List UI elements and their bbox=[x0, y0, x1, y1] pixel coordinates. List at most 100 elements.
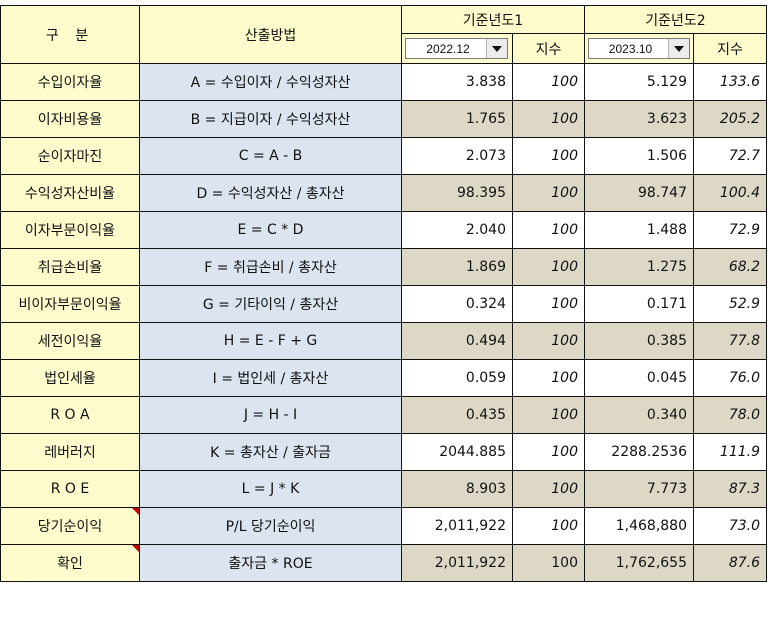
base1-index[interactable]: 100 bbox=[512, 285, 585, 323]
base2-value-text: 1.506 bbox=[646, 148, 687, 164]
row-formula[interactable]: A = 수입이자 / 수익성자산 bbox=[139, 63, 402, 101]
period1-dropdown[interactable]: 2022.12 bbox=[405, 38, 508, 59]
row-label[interactable]: 법인세율 bbox=[0, 359, 140, 397]
base1-index[interactable]: 100 bbox=[512, 100, 585, 138]
base2-index[interactable]: 77.8 bbox=[693, 322, 767, 360]
base2-value[interactable]: 0.171 bbox=[584, 285, 694, 323]
base1-value[interactable]: 0.435 bbox=[401, 396, 513, 434]
base1-value[interactable]: 8.903 bbox=[401, 470, 513, 508]
base2-value-text: 1.275 bbox=[646, 259, 687, 275]
index1-header: 지수 bbox=[512, 33, 585, 64]
base1-value[interactable]: 2.073 bbox=[401, 137, 513, 175]
base2-value[interactable]: 1,762,655 bbox=[584, 544, 694, 582]
base1-index[interactable]: 100 bbox=[512, 433, 585, 471]
row-formula[interactable]: 출자금 * ROE bbox=[139, 544, 402, 582]
row-formula[interactable]: D = 수익성자산 / 총자산 bbox=[139, 174, 402, 212]
base1-value[interactable]: 0.059 bbox=[401, 359, 513, 397]
base2-index[interactable]: 78.0 bbox=[693, 396, 767, 434]
base1-value[interactable]: 3.838 bbox=[401, 63, 513, 101]
base2-value[interactable]: 2288.2536 bbox=[584, 433, 694, 471]
row-formula[interactable]: C = A - B bbox=[139, 137, 402, 175]
base1-index[interactable]: 100 bbox=[512, 359, 585, 397]
period1-dropdown-button[interactable] bbox=[486, 39, 507, 58]
base1-value[interactable]: 2.040 bbox=[401, 211, 513, 249]
base2-index[interactable]: 72.9 bbox=[693, 211, 767, 249]
period2-value: 2023.10 bbox=[608, 41, 653, 56]
base2-value[interactable]: 5.129 bbox=[584, 63, 694, 101]
base2-index[interactable]: 205.2 bbox=[693, 100, 767, 138]
period2-dropdown[interactable]: 2023.10 bbox=[588, 38, 690, 59]
row-label[interactable]: 수입이자율 bbox=[0, 63, 140, 101]
period2-dropdown-button[interactable] bbox=[668, 39, 689, 58]
base2-index-text: 72.7 bbox=[728, 148, 760, 164]
base2-value[interactable]: 1.275 bbox=[584, 248, 694, 286]
base1-index[interactable]: 100 bbox=[512, 322, 585, 360]
base2-value[interactable]: 0.340 bbox=[584, 396, 694, 434]
base2-value[interactable]: 3.623 bbox=[584, 100, 694, 138]
base2-index[interactable]: 87.3 bbox=[693, 470, 767, 508]
base2-index[interactable]: 111.9 bbox=[693, 433, 767, 471]
row-label[interactable]: 레버러지 bbox=[0, 433, 140, 471]
row-label[interactable]: 비이자부문이익율 bbox=[0, 285, 140, 323]
base1-value[interactable]: 2044.885 bbox=[401, 433, 513, 471]
base1-index[interactable]: 100 bbox=[512, 137, 585, 175]
base1-index[interactable]: 100 bbox=[512, 211, 585, 249]
base1-index[interactable]: 100 bbox=[512, 63, 585, 101]
base2-index[interactable]: 52.9 bbox=[693, 285, 767, 323]
base1-value[interactable]: 1.765 bbox=[401, 100, 513, 138]
row-label[interactable]: 취급손비율 bbox=[0, 248, 140, 286]
base1-index-text: 100 bbox=[551, 518, 578, 534]
base2-value-text: 1,468,880 bbox=[615, 518, 687, 534]
row-label[interactable]: 순이자마진 bbox=[0, 137, 140, 175]
base2-value[interactable]: 1.488 bbox=[584, 211, 694, 249]
row-label[interactable]: 이자부문이익율 bbox=[0, 211, 140, 249]
row-formula[interactable]: G = 기타이익 / 총자산 bbox=[139, 285, 402, 323]
base2-value-text: 5.129 bbox=[646, 74, 687, 90]
row-label[interactable]: 확인 bbox=[0, 544, 140, 582]
base2-index[interactable]: 133.6 bbox=[693, 63, 767, 101]
comment-indicator-icon[interactable] bbox=[132, 508, 139, 515]
base1-index-text: 100 bbox=[551, 370, 578, 386]
base1-index[interactable]: 100 bbox=[512, 248, 585, 286]
row-formula[interactable]: H = E - F + G bbox=[139, 322, 402, 360]
base2-index[interactable]: 72.7 bbox=[693, 137, 767, 175]
row-formula[interactable]: K = 총자산 / 출자금 bbox=[139, 433, 402, 471]
row-label[interactable]: R O E bbox=[0, 470, 140, 508]
row-formula[interactable]: I = 법인세 / 총자산 bbox=[139, 359, 402, 397]
base2-index[interactable]: 76.0 bbox=[693, 359, 767, 397]
base2-index[interactable]: 100.4 bbox=[693, 174, 767, 212]
base1-value[interactable]: 2,011,922 bbox=[401, 507, 513, 545]
base1-value[interactable]: 0.324 bbox=[401, 285, 513, 323]
row-formula[interactable]: E = C * D bbox=[139, 211, 402, 249]
row-formula[interactable]: F = 취급손비 / 총자산 bbox=[139, 248, 402, 286]
base2-value[interactable]: 7.773 bbox=[584, 470, 694, 508]
base1-index[interactable]: 100 bbox=[512, 174, 585, 212]
row-label[interactable]: 이자비용율 bbox=[0, 100, 140, 138]
row-formula[interactable]: B = 지급이자 / 수익성자산 bbox=[139, 100, 402, 138]
base1-index[interactable]: 100 bbox=[512, 470, 585, 508]
row-label[interactable]: 세전이익율 bbox=[0, 322, 140, 360]
base2-value[interactable]: 98.747 bbox=[584, 174, 694, 212]
base1-value[interactable]: 2,011,922 bbox=[401, 544, 513, 582]
base1-index[interactable]: 100 bbox=[512, 396, 585, 434]
row-label[interactable]: 당기순이익 bbox=[0, 507, 140, 545]
base1-index[interactable]: 100 bbox=[512, 544, 585, 582]
base2-index[interactable]: 68.2 bbox=[693, 248, 767, 286]
base2-value[interactable]: 0.385 bbox=[584, 322, 694, 360]
base1-value[interactable]: 0.494 bbox=[401, 322, 513, 360]
base1-value[interactable]: 98.395 bbox=[401, 174, 513, 212]
row-formula[interactable]: P/L 당기순이익 bbox=[139, 507, 402, 545]
base2-index[interactable]: 73.0 bbox=[693, 507, 767, 545]
comment-indicator-icon[interactable] bbox=[132, 545, 139, 552]
row-label[interactable]: 수익성자산비율 bbox=[0, 174, 140, 212]
row-formula[interactable]: L = J * K bbox=[139, 470, 402, 508]
base2-value[interactable]: 1,468,880 bbox=[584, 507, 694, 545]
base2-value-text: 2288.2536 bbox=[611, 444, 687, 460]
base2-index[interactable]: 87.6 bbox=[693, 544, 767, 582]
row-label[interactable]: R O A bbox=[0, 396, 140, 434]
base1-index[interactable]: 100 bbox=[512, 507, 585, 545]
base2-value[interactable]: 0.045 bbox=[584, 359, 694, 397]
row-formula[interactable]: J = H - I bbox=[139, 396, 402, 434]
base2-value[interactable]: 1.506 bbox=[584, 137, 694, 175]
base1-value[interactable]: 1.869 bbox=[401, 248, 513, 286]
